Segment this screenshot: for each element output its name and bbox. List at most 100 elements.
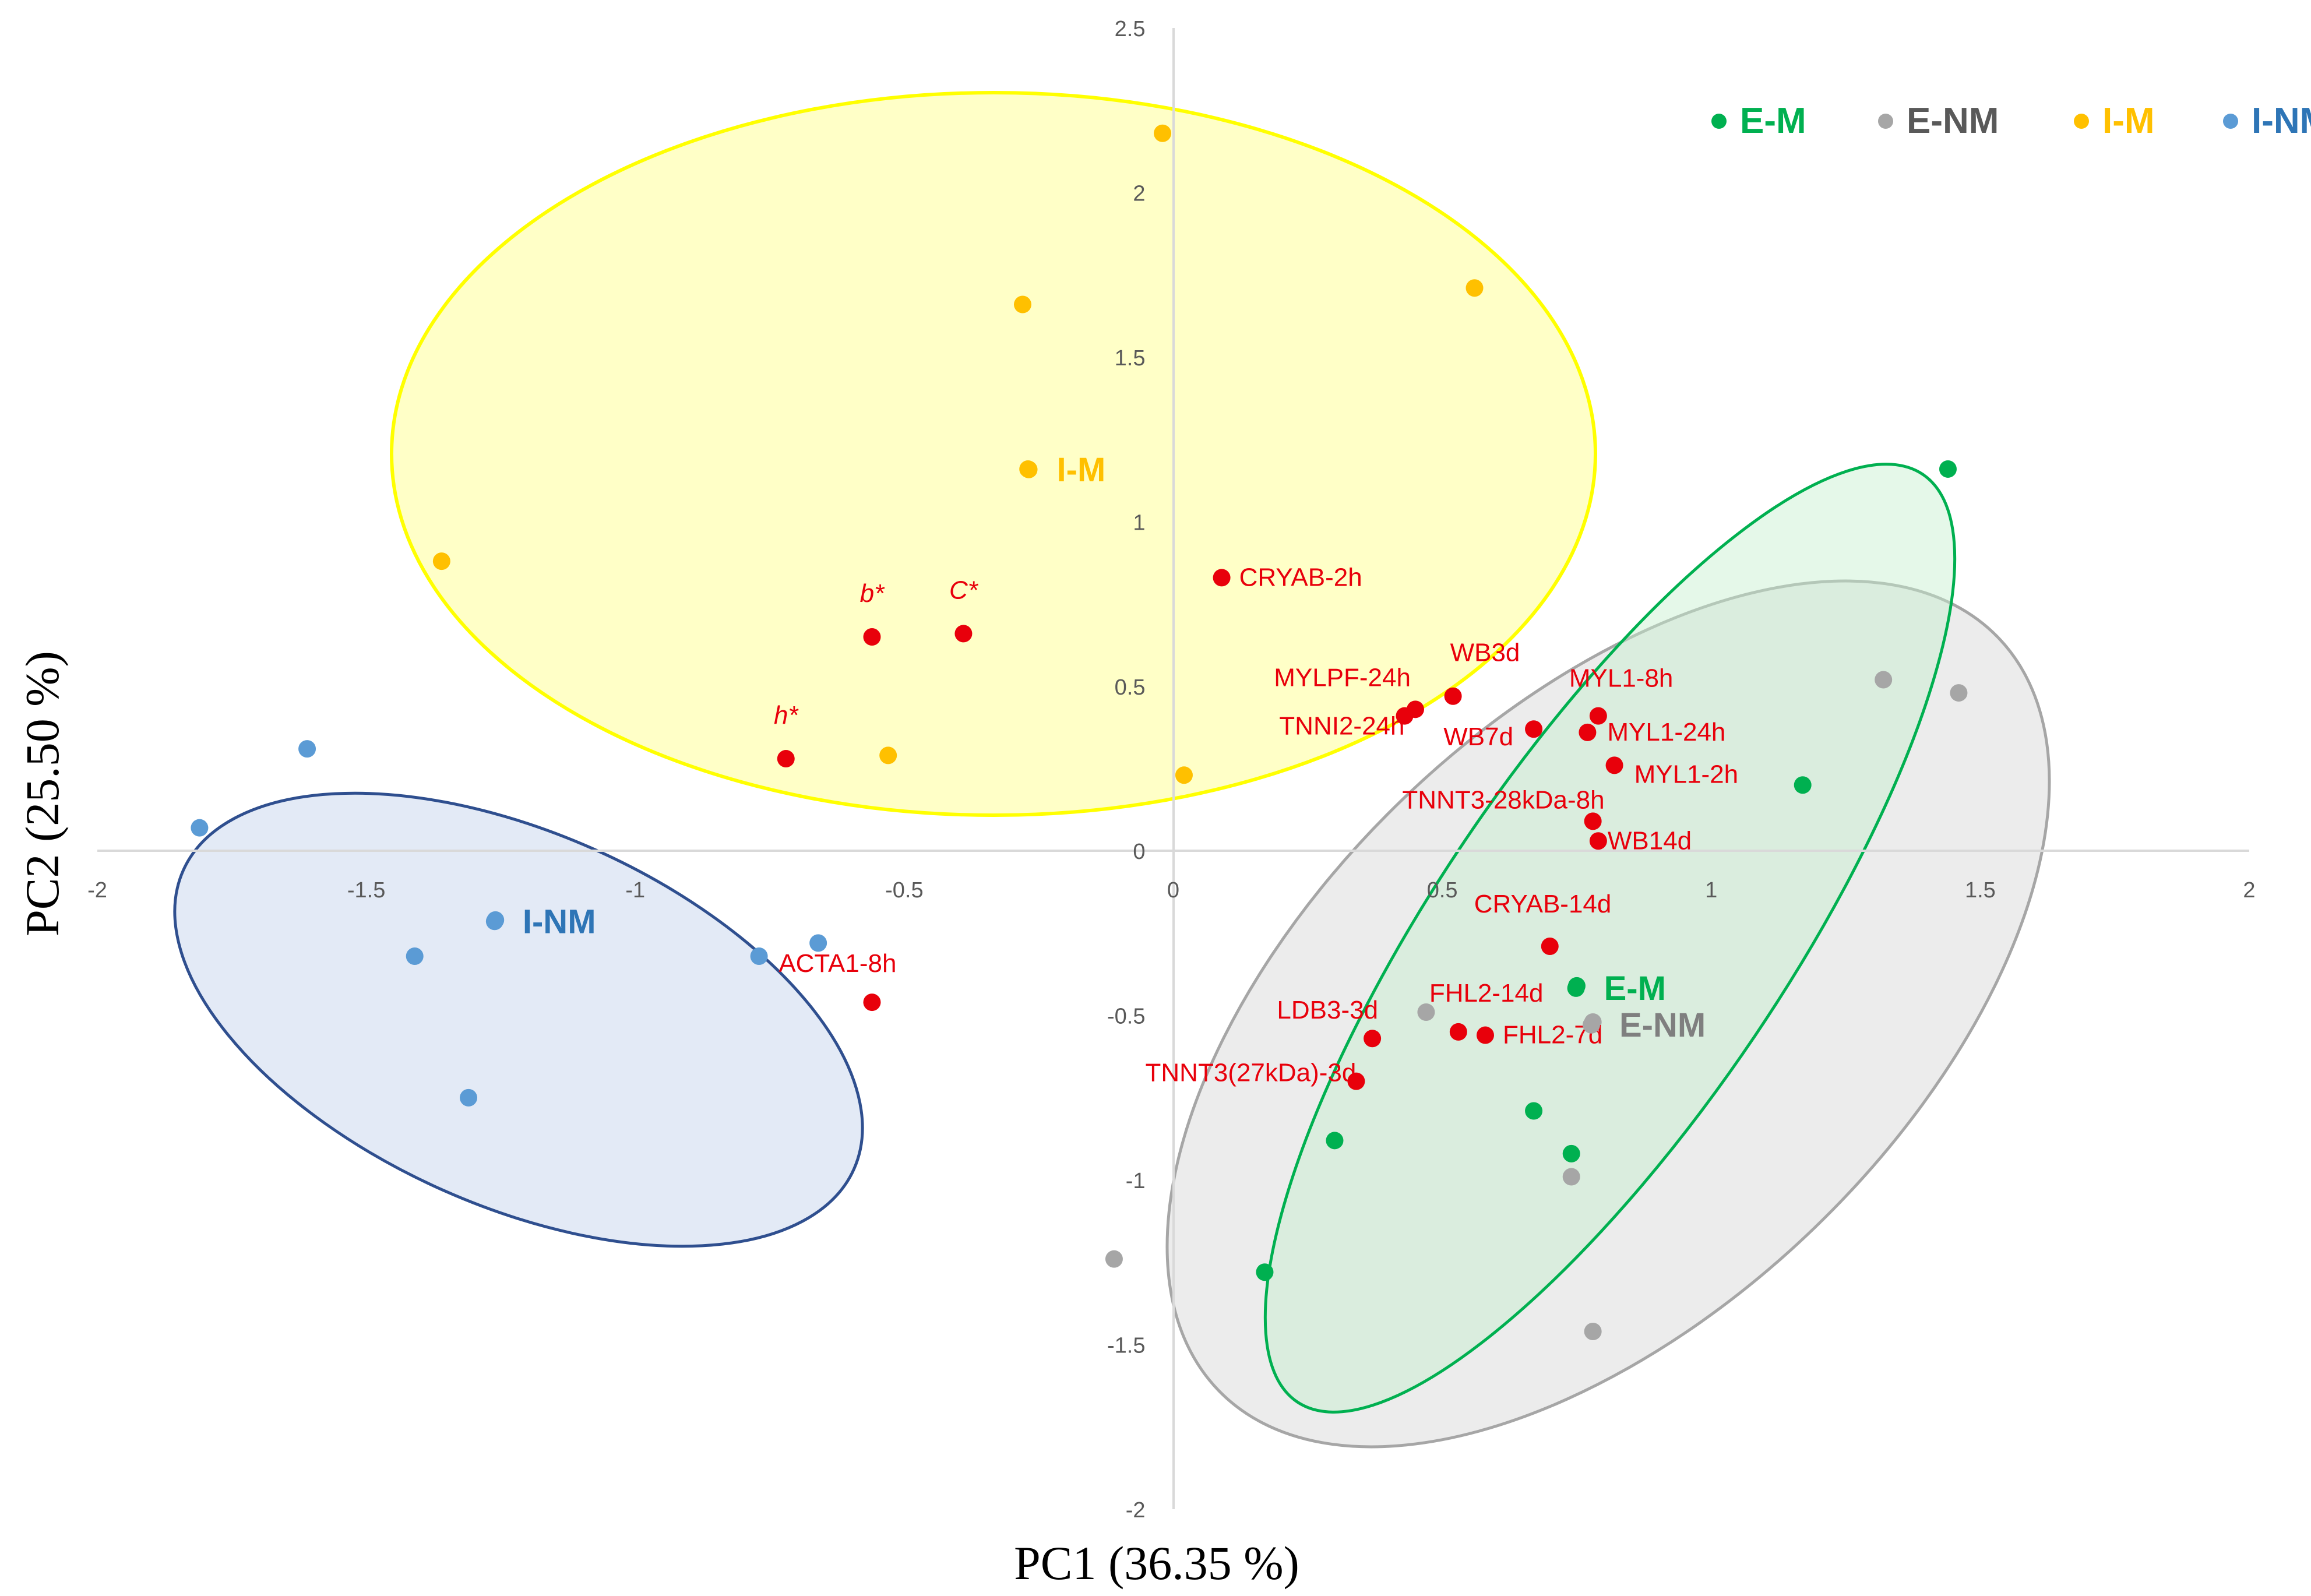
y-tick-2: 2: [1133, 181, 1145, 206]
legend-label-i-nm: I-NM: [2252, 101, 2311, 141]
centroid-e-m: [1567, 979, 1585, 997]
x-tick-0: 0: [1167, 878, 1179, 903]
point-i-m: [1154, 124, 1172, 142]
legend: E-M E-NM I-M I-NM: [1711, 101, 2311, 141]
point-i-m: [879, 746, 897, 764]
x-tick-2: -2: [87, 878, 107, 903]
y-tick-0-5: -0.5: [1107, 1005, 1145, 1029]
variable-point-wb7d: [1525, 720, 1543, 738]
variable-point-cryab-14d: [1541, 938, 1559, 956]
group-label-i-nm: I-NM: [523, 903, 596, 940]
legend-label-i-m: I-M: [2102, 101, 2155, 141]
variable-label-tnnt3-28kda-8h: TNNT3-28kDa-8h: [1402, 785, 1604, 814]
legend-item-i-nm: I-NM: [2223, 101, 2311, 141]
point-e-nm: [1875, 671, 1893, 689]
ellipse-i-m: [390, 91, 1597, 817]
point-i-nm: [406, 947, 424, 965]
variable-point-fhl2-7d: [1476, 1026, 1494, 1044]
variable-label-b: b*: [860, 579, 885, 608]
legend-marker-i-nm: [2223, 114, 2238, 129]
x-tick-labels: -2 -1.5 -1 -0.5 0 0.5 1 1.5 2: [87, 878, 2255, 903]
variable-point-wb3d: [1444, 687, 1462, 705]
legend-item-e-m: E-M: [1711, 101, 1806, 141]
legend-item-i-m: I-M: [2074, 101, 2155, 141]
point-i-nm: [191, 819, 209, 837]
point-e-m: [1525, 1102, 1543, 1120]
point-e-nm: [1584, 1322, 1602, 1340]
legend-item-e-nm: E-NM: [1878, 101, 1999, 141]
y-tick-2-5: 2.5: [1115, 17, 1146, 41]
y-tick-1: 1: [1133, 510, 1145, 535]
point-i-m: [1013, 295, 1031, 313]
variable-label-tnnt3-27kda-3d: TNNT3(27kDa)-3d: [1146, 1059, 1357, 1087]
x-tick-1-5: -1.5: [347, 878, 385, 903]
variable-point-ldb3-3d: [1364, 1030, 1382, 1048]
centroid-i-m: [1020, 460, 1038, 478]
variable-label-myl1-8h: MYL1-8h: [1569, 664, 1674, 693]
y-tick-2: -2: [1126, 1498, 1146, 1523]
variable-point-b: [863, 628, 881, 646]
variable-label-h: h*: [774, 701, 799, 730]
centroid-i-nm: [485, 912, 503, 931]
variable-label-wb7d: WB7d: [1443, 723, 1513, 751]
y-axis-title: PC2 (25.50 %): [16, 651, 69, 936]
axes: [97, 28, 2249, 1509]
variable-point-myl1-2h: [1605, 756, 1623, 774]
variable-point-wb14d: [1589, 832, 1607, 850]
point-i-m: [432, 552, 450, 570]
y-tick-labels: -2 -1.5 -1 -0.5 0.5 1 1.5 2 2.5 0: [1107, 17, 1145, 1523]
legend-marker-i-m: [2074, 114, 2089, 129]
x-tick-1-5: 1.5: [1965, 878, 1996, 903]
variable-points: CRYAB-2h b* C* h* WB3d MYLPF-24h TNNI2-24h WB7d…: [774, 563, 1738, 1090]
x-tick-1: -1: [625, 878, 645, 903]
variable-label-acta1-8h: ACTA1-8h: [778, 949, 896, 978]
variable-label-ldb3-3d: LDB3-3d: [1277, 996, 1378, 1024]
legend-marker-e-nm: [1878, 114, 1893, 129]
centroid-e-nm: [1582, 1016, 1600, 1034]
point-i-m: [1175, 766, 1193, 784]
x-tick-1: 1: [1705, 878, 1717, 903]
variable-label-fhl2-14d: FHL2-14d: [1429, 979, 1544, 1007]
group-label-i-m: I-M: [1057, 451, 1106, 489]
x-axis-title: PC1 (36.35 %): [1014, 1537, 1299, 1590]
point-e-m: [1794, 776, 1812, 794]
point-e-nm: [1950, 684, 1968, 702]
point-e-m: [1326, 1132, 1344, 1150]
variable-point-acta1-8h: [863, 993, 881, 1012]
variable-label-mylpf-24h: MYLPF-24h: [1274, 663, 1411, 692]
x-tick-0-5: 0.5: [1427, 878, 1458, 903]
legend-marker-e-m: [1711, 114, 1727, 129]
point-i-nm: [750, 947, 768, 965]
group-label-e-nm: E-NM: [1619, 1006, 1706, 1044]
variable-point-myl1-24h: [1579, 723, 1597, 741]
group-label-e-m: E-M: [1604, 970, 1666, 1007]
y-tick-1-5: 1.5: [1115, 346, 1146, 371]
x-tick-0-5: -0.5: [885, 878, 923, 903]
variable-label-tnni2-24h: TNNI2-24h: [1279, 712, 1404, 741]
variable-point-fhl2-14d: [1449, 1023, 1467, 1041]
legend-label-e-nm: E-NM: [1907, 101, 1999, 141]
point-i-nm: [298, 740, 316, 758]
point-e-nm: [1562, 1168, 1580, 1186]
point-e-m: [1256, 1263, 1274, 1281]
variable-point-tnnt3-27kda-3d: [1347, 1072, 1365, 1090]
variable-label-cryab-14d: CRYAB-14d: [1474, 890, 1612, 918]
variable-point-tnni2-24h: [1396, 707, 1414, 725]
variable-label-c: C*: [949, 576, 979, 604]
x-tick-2: 2: [2243, 878, 2255, 903]
variable-point-myl1-8h: [1589, 707, 1607, 725]
variable-label-myl1-2h: MYL1-2h: [1634, 760, 1739, 788]
variable-label-myl1-24h: MYL1-24h: [1607, 718, 1725, 746]
point-e-nm: [1105, 1250, 1123, 1268]
legend-label-e-m: E-M: [1740, 101, 1806, 141]
variable-label-cryab-2h: CRYAB-2h: [1239, 563, 1362, 591]
y-tick-0: 0: [1133, 840, 1145, 864]
point-e-m: [1939, 460, 1957, 478]
observation-points: [191, 124, 1968, 1340]
y-tick-1: -1: [1126, 1169, 1146, 1193]
point-i-nm: [809, 934, 827, 952]
variable-point-h: [777, 750, 795, 768]
point-e-nm: [1417, 1003, 1435, 1021]
variable-label-wb14d: WB14d: [1608, 826, 1692, 855]
